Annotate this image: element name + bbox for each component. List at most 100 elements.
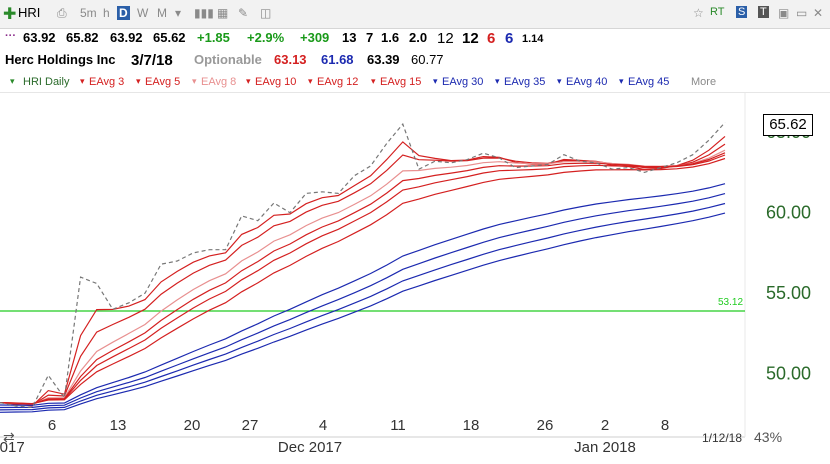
legend-eavg-12[interactable]: EAvg 12 [317, 76, 359, 88]
price-value-3: 63.39 [367, 52, 400, 67]
legend-eavg-15[interactable]: EAvg 15 [380, 76, 422, 88]
stat-value-2: 7 [366, 30, 374, 45]
chevron-down-icon[interactable]: ▾ [371, 76, 376, 86]
chevron-down-icon[interactable]: ▾ [308, 76, 313, 86]
legend-eavg-10[interactable]: EAvg 10 [255, 76, 297, 88]
series-label[interactable]: HRI Daily [23, 76, 70, 88]
chevron-down-icon[interactable]: ▾ [557, 76, 562, 86]
high-value: 65.82 [66, 30, 99, 45]
quote-line: ··· 63.92 65.82 63.92 65.62 +1.85 +2.9% … [0, 30, 830, 48]
interval-d[interactable]: D [117, 6, 130, 20]
chevron-down-icon[interactable]: ▾ [136, 76, 141, 86]
x-tick-label: 2 [601, 417, 609, 434]
x-tick-label: 6 [48, 417, 56, 434]
moving-averages [0, 135, 726, 413]
chart-toolbar: ✚ HRI ⎙ 5m h D W M ▾ ▮▮▮ ▦ ✎ ◫ ☆ RT S T … [0, 0, 830, 29]
stat-value-1: 13 [342, 30, 357, 45]
x-tick-label: 11 [390, 417, 406, 434]
change-value: +1.85 [197, 30, 230, 45]
stat-value-7: 6 [487, 30, 496, 47]
x-tick-label: Dec 2017 [278, 439, 342, 456]
bars-icon[interactable]: ▮▮▮ [194, 6, 214, 20]
close-icon[interactable]: ✕ [813, 6, 824, 20]
zoom-level[interactable]: 43% [754, 429, 782, 445]
legend-eavg-30[interactable]: EAvg 30 [442, 76, 484, 88]
x-tick-label: 4 [319, 417, 327, 434]
star-icon[interactable]: ☆ [693, 6, 704, 20]
interval-h[interactable]: h [103, 6, 110, 20]
legend-eavg-5[interactable]: EAvg 5 [145, 76, 181, 88]
stat-value-8: 6 [505, 30, 514, 47]
stat-value-5: 12 [437, 30, 454, 47]
print-icon[interactable]: ⎙ [57, 6, 67, 20]
ema-line-40[interactable] [0, 202, 726, 411]
horizontal-line-label: 53.12 [718, 297, 743, 308]
x-tick-label: 20 [184, 417, 201, 434]
stat-value-4: 2.0 [409, 30, 428, 45]
legend-eavg-40[interactable]: EAvg 40 [566, 76, 608, 88]
draw-icon[interactable]: ✎ [238, 6, 249, 20]
chevron-down-icon[interactable]: ▾ [175, 6, 182, 20]
stat-value-3: 1.6 [381, 30, 400, 45]
open-value: 63.92 [23, 30, 56, 45]
ema-line-35[interactable] [0, 193, 726, 409]
close-value: 65.62 [153, 30, 186, 45]
more-link[interactable]: More [691, 76, 717, 88]
stat-value-9: 1.14 [522, 33, 544, 45]
indicator-legend: ▾ HRI Daily ▾ EAvg 3 ▾ EAvg 5 ▾ EAvg 8 ▾… [0, 74, 830, 93]
chevron-down-icon[interactable]: ▾ [10, 76, 15, 86]
x-axis-ticks: 2017 6 13 20 27 4 Dec 2017 11 18 26 2 Jan 2018 8 1/12… [0, 417, 742, 456]
x-tick-label: 26 [537, 417, 554, 434]
chevron-down-icon[interactable]: ▾ [246, 76, 251, 86]
legend-eavg-8[interactable]: EAvg 8 [201, 76, 237, 88]
add-chart-icon[interactable]: ✚ [3, 6, 17, 23]
chevron-down-icon[interactable]: ▾ [619, 76, 624, 86]
ema-line-45[interactable] [0, 212, 726, 413]
x-tick-label: 2017 [0, 439, 25, 456]
low-value: 63.92 [110, 30, 143, 45]
t-badge[interactable]: T [758, 6, 769, 18]
quote-date: 3/7/18 [131, 52, 173, 69]
s-badge[interactable]: S [736, 6, 748, 18]
ema-line-10[interactable] [0, 152, 726, 405]
x-tick-label: 1/12/18 [702, 431, 742, 445]
optionable-label: Optionable [194, 52, 262, 67]
rt-badge[interactable]: RT [710, 6, 725, 18]
interval-m[interactable]: M [157, 6, 167, 20]
refresh-icon[interactable]: ⇄ [3, 429, 15, 445]
change-pct-value: +2.9% [247, 30, 285, 45]
legend-eavg-3[interactable]: EAvg 3 [89, 76, 125, 88]
eraser-icon[interactable]: ◫ [260, 6, 272, 20]
legend-eavg-45[interactable]: EAvg 45 [628, 76, 670, 88]
minimize-icon[interactable]: ▭ [796, 6, 808, 20]
chevron-down-icon[interactable]: ▾ [192, 76, 197, 86]
x-tick-label: 27 [242, 417, 259, 434]
price-value-2: 61.68 [321, 52, 354, 67]
chevron-down-icon[interactable]: ▾ [495, 76, 500, 86]
x-tick-label: Jan 2018 [574, 439, 636, 456]
interval-5m[interactable]: 5m [80, 6, 97, 20]
interval-w[interactable]: W [137, 6, 149, 20]
x-tick-label: 8 [661, 417, 669, 434]
legend-eavg-35[interactable]: EAvg 35 [504, 76, 546, 88]
y-tick-label: 50.00 [766, 364, 811, 384]
ema-line-15[interactable] [0, 157, 726, 405]
chevron-down-icon[interactable]: ▾ [433, 76, 438, 86]
last-price-label: 65.62 [763, 114, 813, 136]
company-name: Herc Holdings Inc [5, 52, 116, 67]
ema-line-8[interactable] [0, 149, 726, 405]
y-tick-label: 60.00 [766, 203, 811, 223]
save-icon[interactable]: ▣ [778, 6, 790, 20]
price-line[interactable] [0, 122, 726, 409]
symbol-input[interactable]: HRI [18, 5, 41, 20]
price-value-1: 63.13 [274, 52, 307, 67]
stat-value-6: 12 [462, 30, 479, 47]
grid-icon[interactable]: ▦ [217, 6, 229, 20]
price-value-4: 60.77 [411, 52, 444, 67]
ema-line-30[interactable] [0, 183, 726, 406]
chevron-down-icon[interactable]: ▾ [80, 76, 85, 86]
dots-icon: ··· [5, 30, 16, 42]
company-line: Herc Holdings Inc 3/7/18 Optionable 63.1… [0, 52, 830, 70]
